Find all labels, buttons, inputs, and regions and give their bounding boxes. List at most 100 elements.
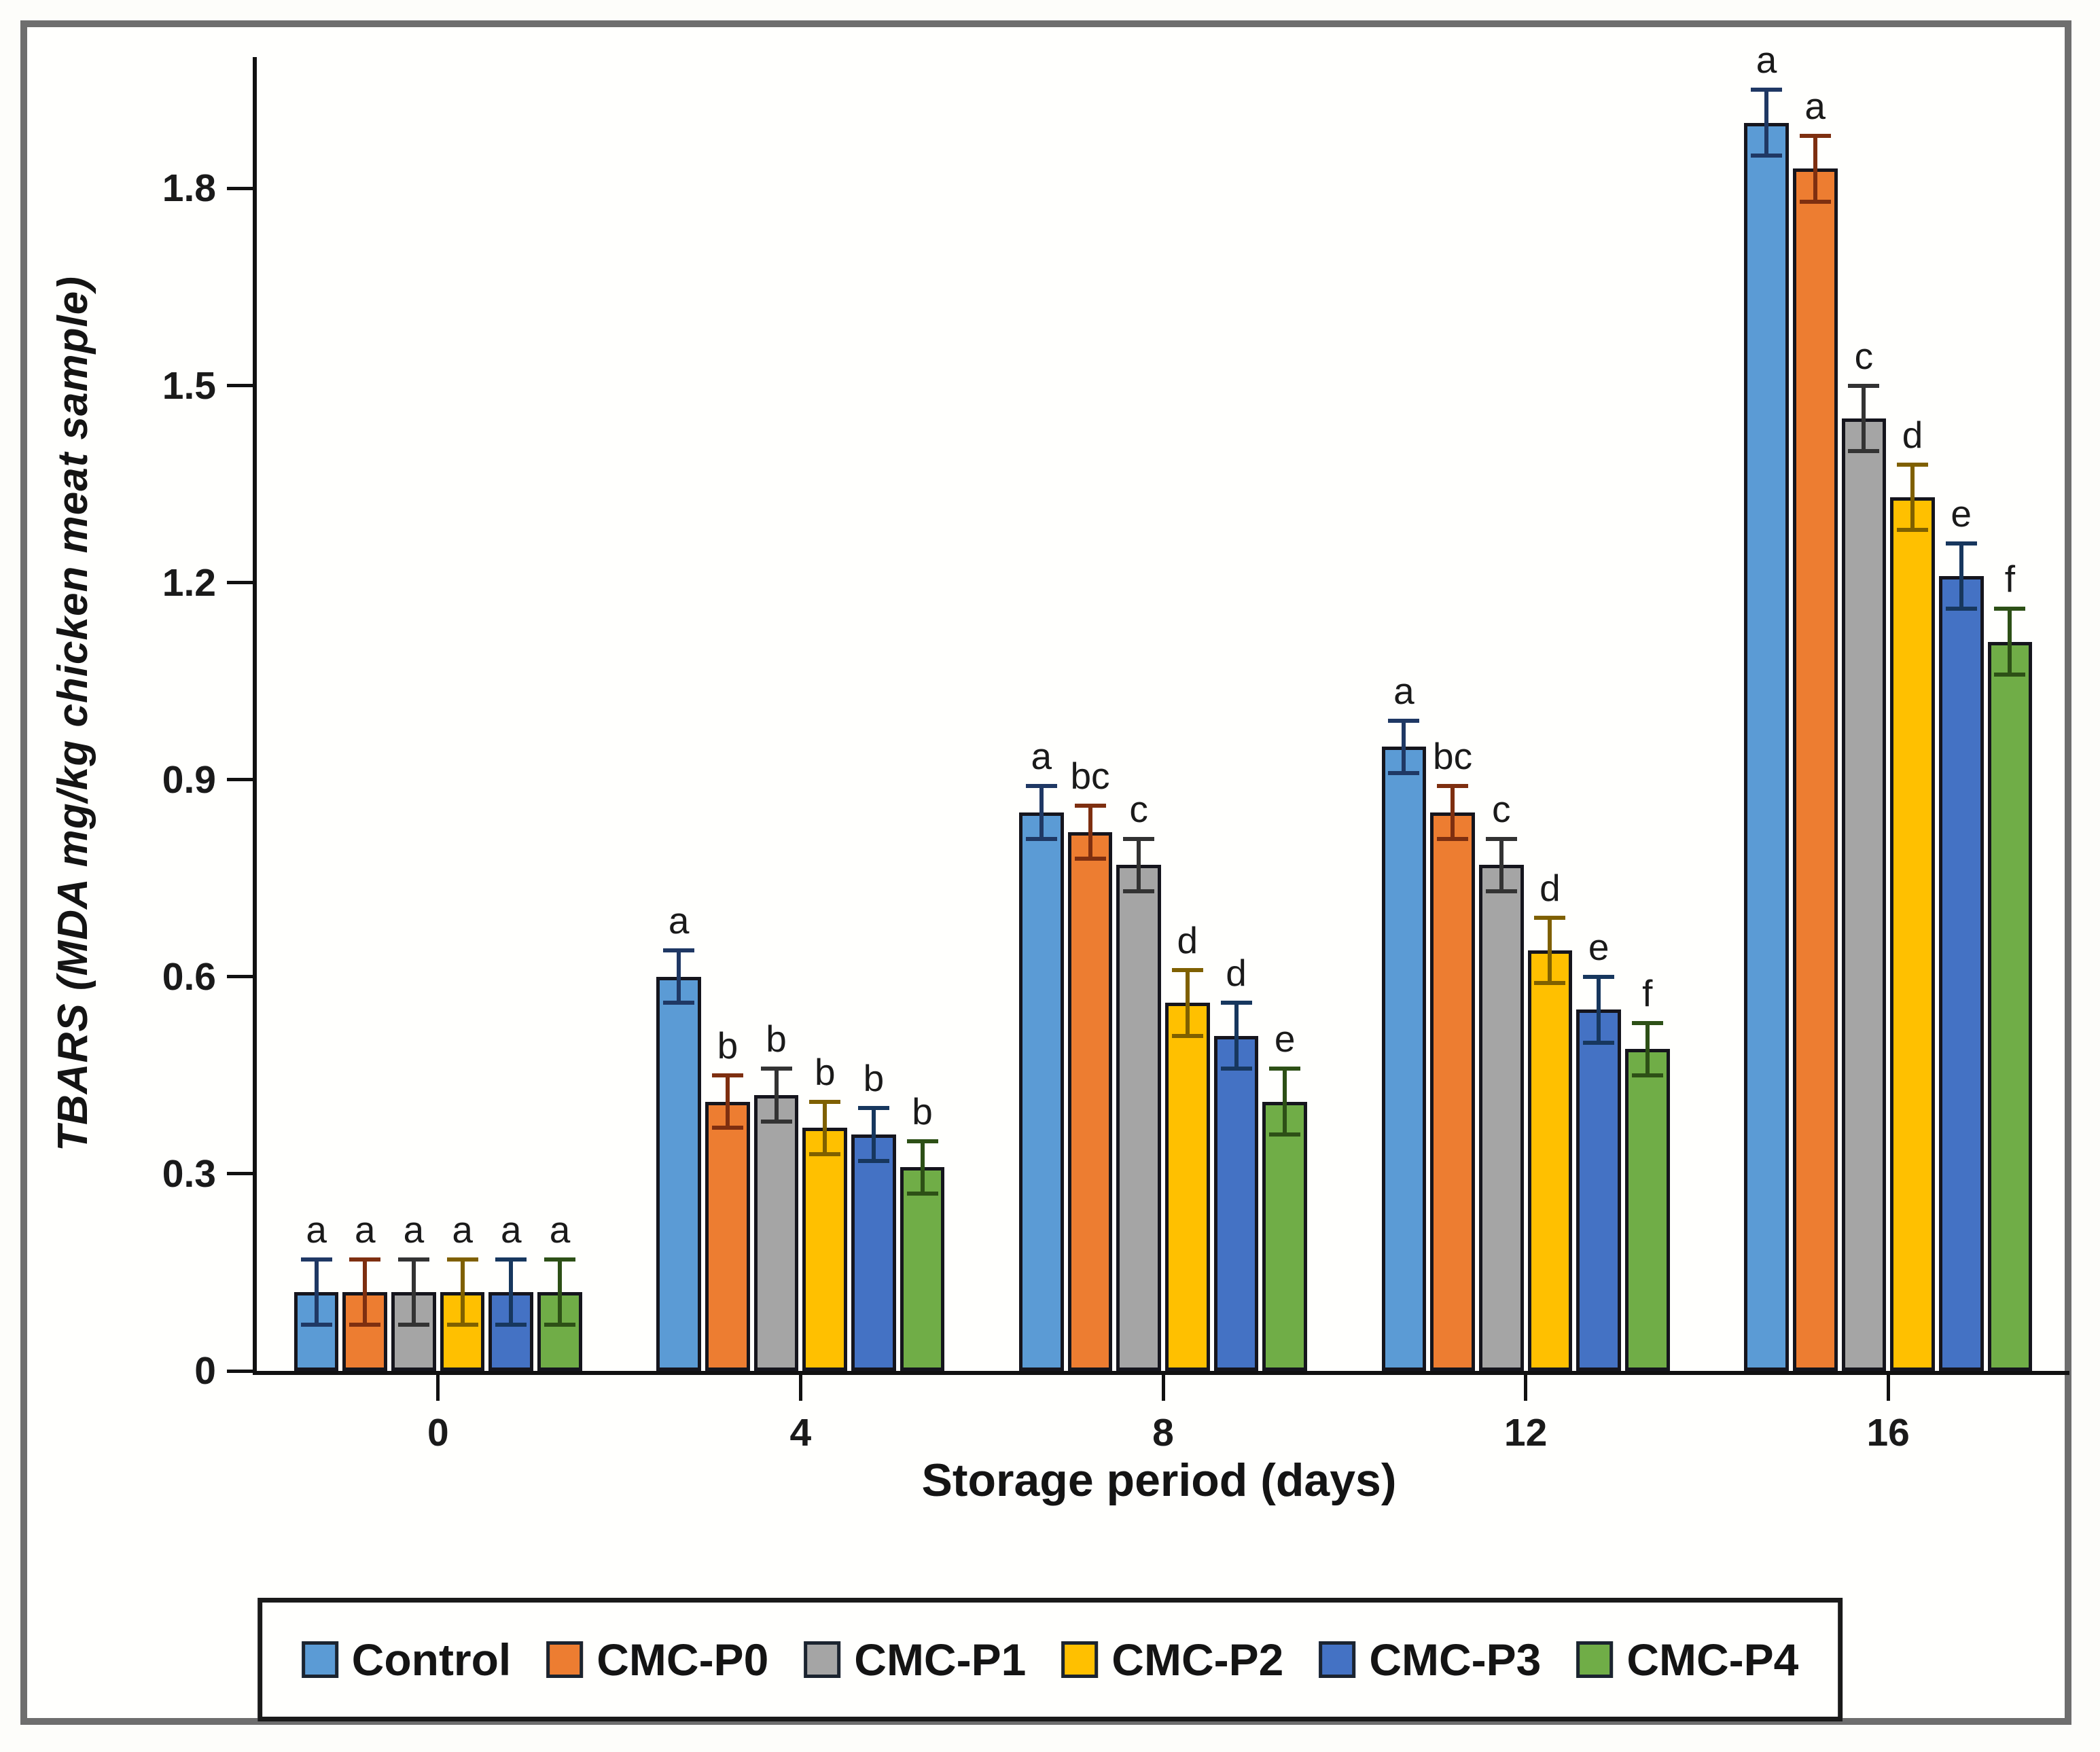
bar-slot: b: [802, 1053, 848, 1371]
x-tick-label: 0: [427, 1411, 449, 1454]
error-bar-cap-top: [446, 1257, 478, 1262]
error-bar-cap-top: [1220, 1001, 1252, 1005]
significance-letter: a: [1804, 85, 1826, 128]
error-bar-cap-top: [809, 1099, 841, 1104]
bar-slot: a: [293, 1211, 339, 1371]
error-bar-cap-bottom: [1074, 856, 1106, 861]
bar-cmc-p1-day-16: [1841, 418, 1887, 1371]
error-bar-cap-top: [544, 1257, 575, 1262]
error-bar-cap-top: [1269, 1067, 1301, 1071]
error-bar-cap-top: [1171, 968, 1203, 973]
bar-cmc-p2-day-8: [1165, 1003, 1210, 1371]
bar-slot: f: [1987, 560, 2033, 1371]
error-bar-cap-bottom: [906, 1191, 938, 1196]
significance-letter: a: [668, 899, 690, 942]
y-tick-label: 1.2: [162, 560, 216, 605]
error-bar: [1597, 976, 1601, 1043]
bar-cmc-p2-day-0: [440, 1291, 485, 1371]
significance-letter: c: [1854, 334, 1874, 377]
error-bar: [823, 1101, 827, 1154]
significance-letter: e: [1951, 492, 1972, 535]
error-bar-cap-top: [1848, 383, 1880, 388]
y-tick-mark: [227, 975, 253, 979]
bar-slot: c: [1478, 790, 1524, 1371]
error-bar: [1185, 970, 1190, 1036]
legend-item-cmc-p0: CMC-P0: [546, 1634, 768, 1685]
bar-cmc-p3-day-16: [1938, 575, 1984, 1371]
significance-letter: b: [814, 1050, 836, 1093]
error-bar-cap-bottom: [857, 1158, 889, 1163]
significance-letter: a: [306, 1208, 327, 1251]
error-bar: [1764, 90, 1769, 156]
error-bar-cap-bottom: [1388, 771, 1420, 776]
bar-cmc-p3-day-8: [1213, 1035, 1259, 1371]
error-bar: [1645, 1022, 1650, 1075]
error-bar: [1283, 1069, 1287, 1134]
error-bar-cap-bottom: [1437, 836, 1469, 841]
error-bar-cap-bottom: [300, 1323, 332, 1327]
error-bar: [2008, 609, 2012, 675]
x-tick-label: 16: [1866, 1411, 1910, 1454]
bar-slot: e: [1262, 1020, 1308, 1371]
significance-letter: d: [1540, 866, 1561, 909]
y-tick-mark: [227, 384, 253, 387]
significance-letter: b: [912, 1090, 933, 1132]
error-bar-cap-bottom: [760, 1119, 792, 1124]
error-bar-cap-bottom: [1751, 154, 1783, 158]
error-bar-cap-top: [906, 1139, 938, 1143]
y-tick-mark: [227, 778, 253, 782]
error-bar-cap-top: [1897, 462, 1929, 467]
error-bar-cap-top: [1751, 88, 1783, 92]
bar-cmc-p0-day-8: [1067, 832, 1113, 1371]
error-bar: [677, 950, 681, 1003]
error-bar-cap-top: [1485, 836, 1517, 841]
bar-slot: a: [656, 902, 702, 1371]
error-bar-cap-bottom: [1171, 1033, 1203, 1038]
significance-letter: d: [1177, 919, 1198, 962]
error-bar: [1402, 720, 1406, 774]
x-tick-label: 8: [1152, 1411, 1174, 1454]
bar-cmc-p0-day-4: [705, 1101, 750, 1371]
bar-slot: d: [1890, 416, 1935, 1371]
bar-slot: bc: [1430, 738, 1475, 1371]
error-bar-cap-top: [1583, 974, 1615, 979]
significance-letter: d: [1226, 952, 1247, 995]
significance-letter: e: [1588, 925, 1609, 968]
error-bar-cap-top: [1388, 718, 1420, 723]
bar-control-day-16: [1744, 122, 1789, 1371]
y-tick-label: 1.5: [162, 363, 216, 408]
legend-swatch-cmc-p2: [1061, 1641, 1099, 1678]
error-bar-cap-bottom: [1485, 889, 1517, 894]
legend-item-cmc-p2: CMC-P2: [1061, 1634, 1283, 1685]
significance-letter: a: [549, 1208, 571, 1251]
error-bar-cap-bottom: [1945, 607, 1977, 611]
error-bar-cap-bottom: [1897, 528, 1929, 533]
bar-control-day-12: [1381, 747, 1427, 1371]
error-bar-cap-bottom: [1220, 1067, 1252, 1071]
bar-slot: a: [1744, 41, 1789, 1371]
bar-cmc-p1-day-4: [753, 1094, 799, 1371]
error-bar: [411, 1259, 416, 1325]
significance-letter: a: [355, 1208, 376, 1251]
bar-group-day-12: a bc c d e f: [1381, 672, 1670, 1371]
error-bar-cap-top: [495, 1257, 527, 1262]
bar-cmc-p4-day-4: [900, 1167, 945, 1371]
error-bar: [460, 1259, 465, 1325]
error-bar: [1451, 786, 1455, 839]
bar-slot: a: [391, 1211, 436, 1371]
error-bar: [871, 1108, 876, 1161]
bar-slot: e: [1938, 495, 1984, 1371]
significance-letter: a: [403, 1208, 425, 1251]
significance-letter: a: [1393, 669, 1414, 712]
bar-cmc-p4-day-12: [1624, 1049, 1670, 1371]
legend-item-cmc-p4: CMC-P4: [1576, 1634, 1798, 1685]
legend-item-cmc-p3: CMC-P3: [1319, 1634, 1541, 1685]
error-bar-cap-bottom: [1583, 1040, 1615, 1045]
error-bar: [1959, 543, 1963, 609]
y-tick-label: 1.8: [162, 166, 216, 211]
significance-letter: f: [2004, 558, 2016, 601]
bar-cmc-p2-day-16: [1890, 497, 1935, 1371]
